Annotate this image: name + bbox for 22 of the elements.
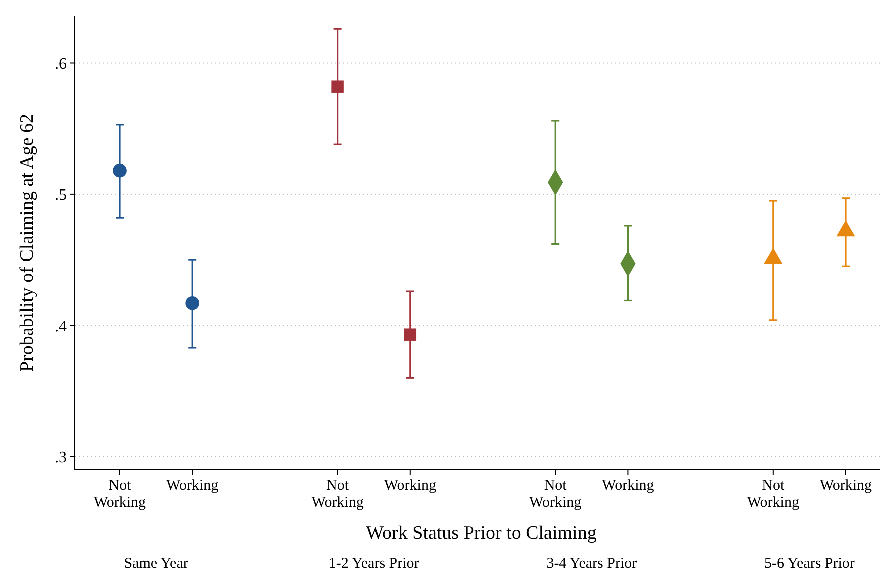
x-tick-label: Working <box>384 478 437 494</box>
y-axis-title: Probability of Claiming at Age 62 <box>17 114 38 372</box>
y-tick-label: .4 <box>55 318 67 336</box>
x-tick-label: Working <box>166 478 220 494</box>
x-tick-label: Working <box>820 478 873 494</box>
y-tick-label: .3 <box>55 449 67 466</box>
x-tick-label: Working <box>602 478 655 494</box>
x-tick-label: Not Working <box>312 478 364 511</box>
x-axis-title: Work Status Prior to Claiming <box>366 523 598 544</box>
point <box>404 328 417 341</box>
point <box>186 296 200 310</box>
text: Same Year <box>124 556 188 572</box>
x-tick-label: Not Working <box>747 478 800 511</box>
text: 3-4 Years Prior <box>546 556 638 572</box>
x-tick-label: Not Working <box>530 478 582 511</box>
text: 5-6 Years Prior <box>764 556 855 572</box>
text: 1-2 Years Prior <box>328 556 420 572</box>
point <box>332 80 344 93</box>
y-tick-label: .6 <box>55 56 67 73</box>
y-tick-label: .5 <box>55 187 67 204</box>
point <box>113 164 127 178</box>
x-tick-label: Not Working <box>94 478 147 511</box>
